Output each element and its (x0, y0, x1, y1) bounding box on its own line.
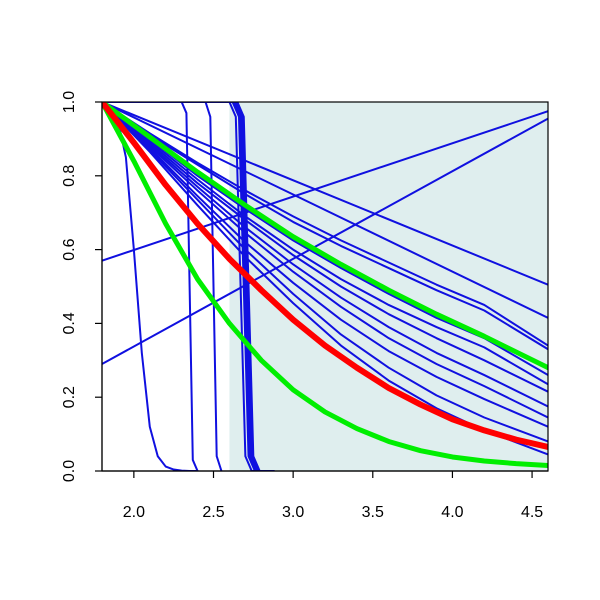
y-tick-label: 0.2 (61, 386, 78, 408)
y-tick-label: 1.0 (61, 91, 78, 113)
series-line-22 (102, 102, 276, 471)
series-line-17 (102, 102, 223, 471)
y-tick-label: 0.8 (61, 165, 78, 187)
y-tick-label: 0.4 (61, 312, 78, 334)
series-line-16 (102, 102, 199, 471)
series-line-13 (102, 102, 548, 443)
series-line-21 (102, 102, 272, 471)
series-line-18 (102, 102, 263, 471)
shaded-region (229, 102, 548, 471)
series-line-6 (102, 102, 548, 351)
series-line-3 (102, 102, 548, 286)
x-tick-label: 4.5 (521, 504, 543, 521)
y-axis: 0.0 0.2 0.4 0.6 0.8 1.0 (61, 91, 103, 482)
y-tick-label: 0.0 (61, 460, 78, 482)
x-axis: 2.0 2.5 3.0 3.5 4.0 4.5 (102, 470, 548, 521)
series-line-8 (102, 102, 548, 386)
series-line-4 (102, 102, 548, 319)
series-line-20 (102, 102, 269, 471)
series-line-25 (102, 102, 548, 451)
series-line-19 (102, 102, 266, 471)
y-tick-label: 0.6 (61, 238, 78, 260)
series-line-9 (102, 102, 548, 393)
series-layer (102, 102, 548, 471)
series-line-5 (102, 102, 548, 347)
x-tick-label: 2.0 (123, 504, 145, 521)
x-tick-label: 2.5 (202, 504, 224, 521)
series-line-10 (102, 102, 548, 408)
x-tick-label: 3.5 (362, 504, 384, 521)
series-line-2 (102, 117, 548, 365)
series-line-11 (102, 102, 548, 419)
series-line-23 (102, 102, 548, 371)
series-line-1 (102, 110, 548, 262)
x-tick-label: 3.0 (282, 504, 304, 521)
x-tick-label: 4.0 (441, 504, 463, 521)
series-line-12 (102, 102, 548, 428)
series-line-24 (102, 102, 548, 468)
